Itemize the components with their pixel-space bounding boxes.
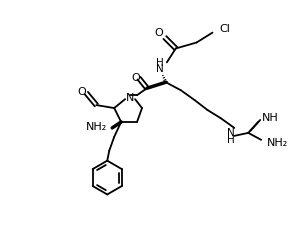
Text: H: H [156, 58, 164, 68]
Text: NH₂: NH₂ [267, 138, 288, 148]
Text: N: N [226, 128, 234, 138]
Text: N: N [156, 64, 164, 74]
Text: N: N [126, 93, 134, 103]
Text: H: H [226, 135, 234, 145]
Text: O: O [154, 27, 163, 38]
Text: O: O [77, 87, 86, 97]
Text: NH₂: NH₂ [86, 122, 107, 132]
Text: O: O [132, 73, 140, 83]
Text: Cl: Cl [219, 24, 230, 33]
Text: NH: NH [262, 113, 279, 123]
